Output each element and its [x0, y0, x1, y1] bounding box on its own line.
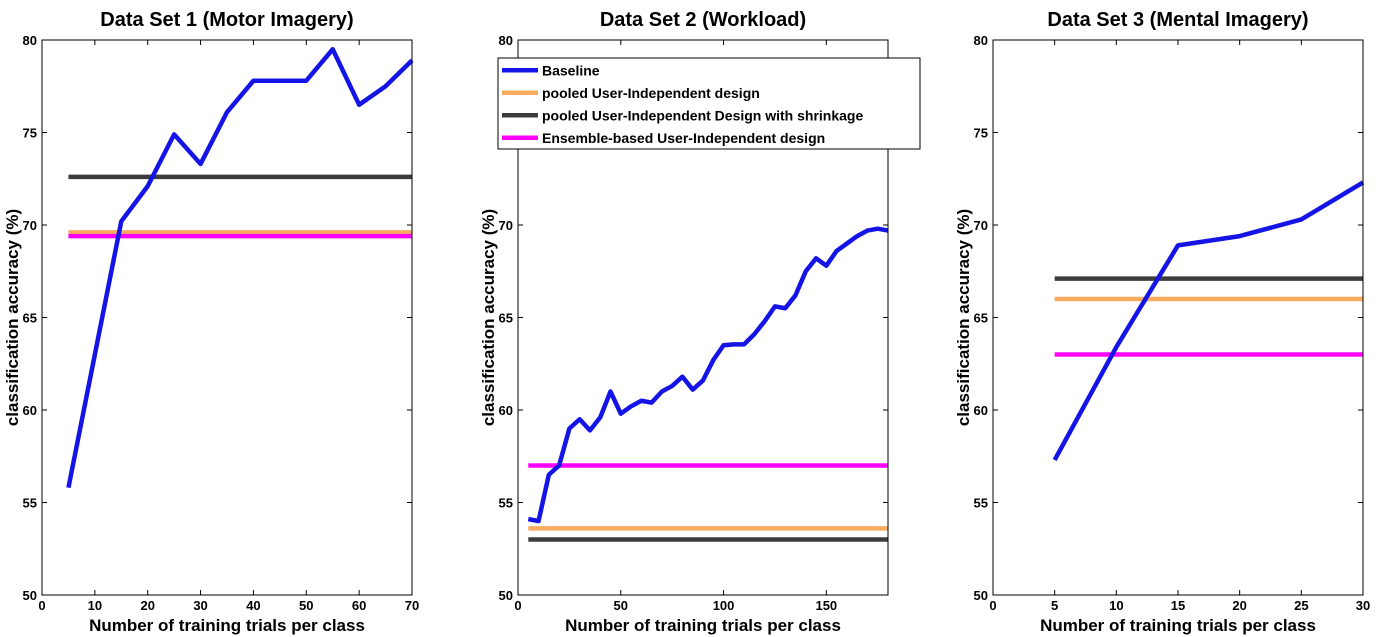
- legend-label: Baseline: [542, 62, 600, 78]
- x-tick-label: 5: [1051, 598, 1058, 613]
- legend-label: Ensemble-based User-Independent design: [542, 130, 825, 146]
- x-tick-label: 25: [1294, 598, 1308, 613]
- y-tick-label: 75: [23, 126, 37, 141]
- y-tick-label: 80: [499, 33, 513, 48]
- y-axis-label: classification accuracy (%): [479, 209, 498, 426]
- x-tick-label: 0: [514, 598, 521, 613]
- x-tick-label: 50: [299, 598, 313, 613]
- x-tick-label: 60: [352, 598, 366, 613]
- x-tick-label: 70: [405, 598, 419, 613]
- x-axis-label: Number of training trials per class: [1040, 616, 1316, 635]
- y-tick-label: 75: [974, 126, 988, 141]
- y-tick-label: 80: [23, 33, 37, 48]
- series-line: [527, 226, 889, 524]
- y-tick-label: 60: [974, 403, 988, 418]
- x-tick-label: 150: [815, 598, 837, 613]
- plot-frame: [992, 39, 1364, 596]
- x-tick-label: 20: [140, 598, 154, 613]
- legend-label: pooled User-Independent Design with shri…: [542, 107, 863, 123]
- x-tick-label: 30: [1356, 598, 1370, 613]
- y-tick-label: 65: [974, 311, 988, 326]
- x-tick-label: 10: [1109, 598, 1123, 613]
- chart-title: Data Set 3 (Mental Imagery): [1047, 9, 1308, 31]
- x-tick-label: 10: [88, 598, 102, 613]
- y-tick-label: 60: [499, 403, 513, 418]
- y-tick-label: 65: [23, 311, 37, 326]
- x-tick-label: 50: [614, 598, 628, 613]
- chart-title: Data Set 1 (Motor Imagery): [100, 9, 353, 31]
- y-tick-label: 50: [974, 588, 988, 603]
- plot-area: [993, 40, 1363, 595]
- y-tick-label: 70: [23, 218, 37, 233]
- x-tick-label: 20: [1232, 598, 1246, 613]
- x-tick-label: 0: [38, 598, 45, 613]
- x-tick-label: 40: [246, 598, 260, 613]
- y-tick-label: 70: [974, 218, 988, 233]
- x-axis-label: Number of training trials per class: [89, 616, 365, 635]
- y-tick-label: 55: [974, 496, 988, 511]
- y-tick-label: 55: [499, 496, 513, 511]
- plot-frame: [517, 39, 889, 596]
- y-tick-label: 50: [23, 588, 37, 603]
- chart-title: Data Set 2 (Workload): [600, 9, 806, 31]
- x-tick-label: 0: [989, 598, 996, 613]
- y-tick-label: 65: [499, 311, 513, 326]
- y-axis-label: classification accuracy (%): [3, 209, 22, 426]
- x-tick-label: 15: [1171, 598, 1185, 613]
- plot-frame: [41, 39, 413, 596]
- series-line: [1052, 180, 1365, 462]
- legend-box: [497, 57, 921, 150]
- y-tick-label: 70: [499, 218, 513, 233]
- y-tick-label: 60: [23, 403, 37, 418]
- y-tick-label: 80: [974, 33, 988, 48]
- x-tick-label: 100: [713, 598, 735, 613]
- x-tick-label: 30: [193, 598, 207, 613]
- y-axis-label: classification accuracy (%): [954, 209, 973, 426]
- plot-area: [42, 40, 412, 595]
- y-tick-label: 50: [499, 588, 513, 603]
- y-tick-label: 55: [23, 496, 37, 511]
- series-line: [66, 47, 414, 489]
- x-axis-label: Number of training trials per class: [565, 616, 841, 635]
- legend-label: pooled User-Independent design: [542, 85, 760, 101]
